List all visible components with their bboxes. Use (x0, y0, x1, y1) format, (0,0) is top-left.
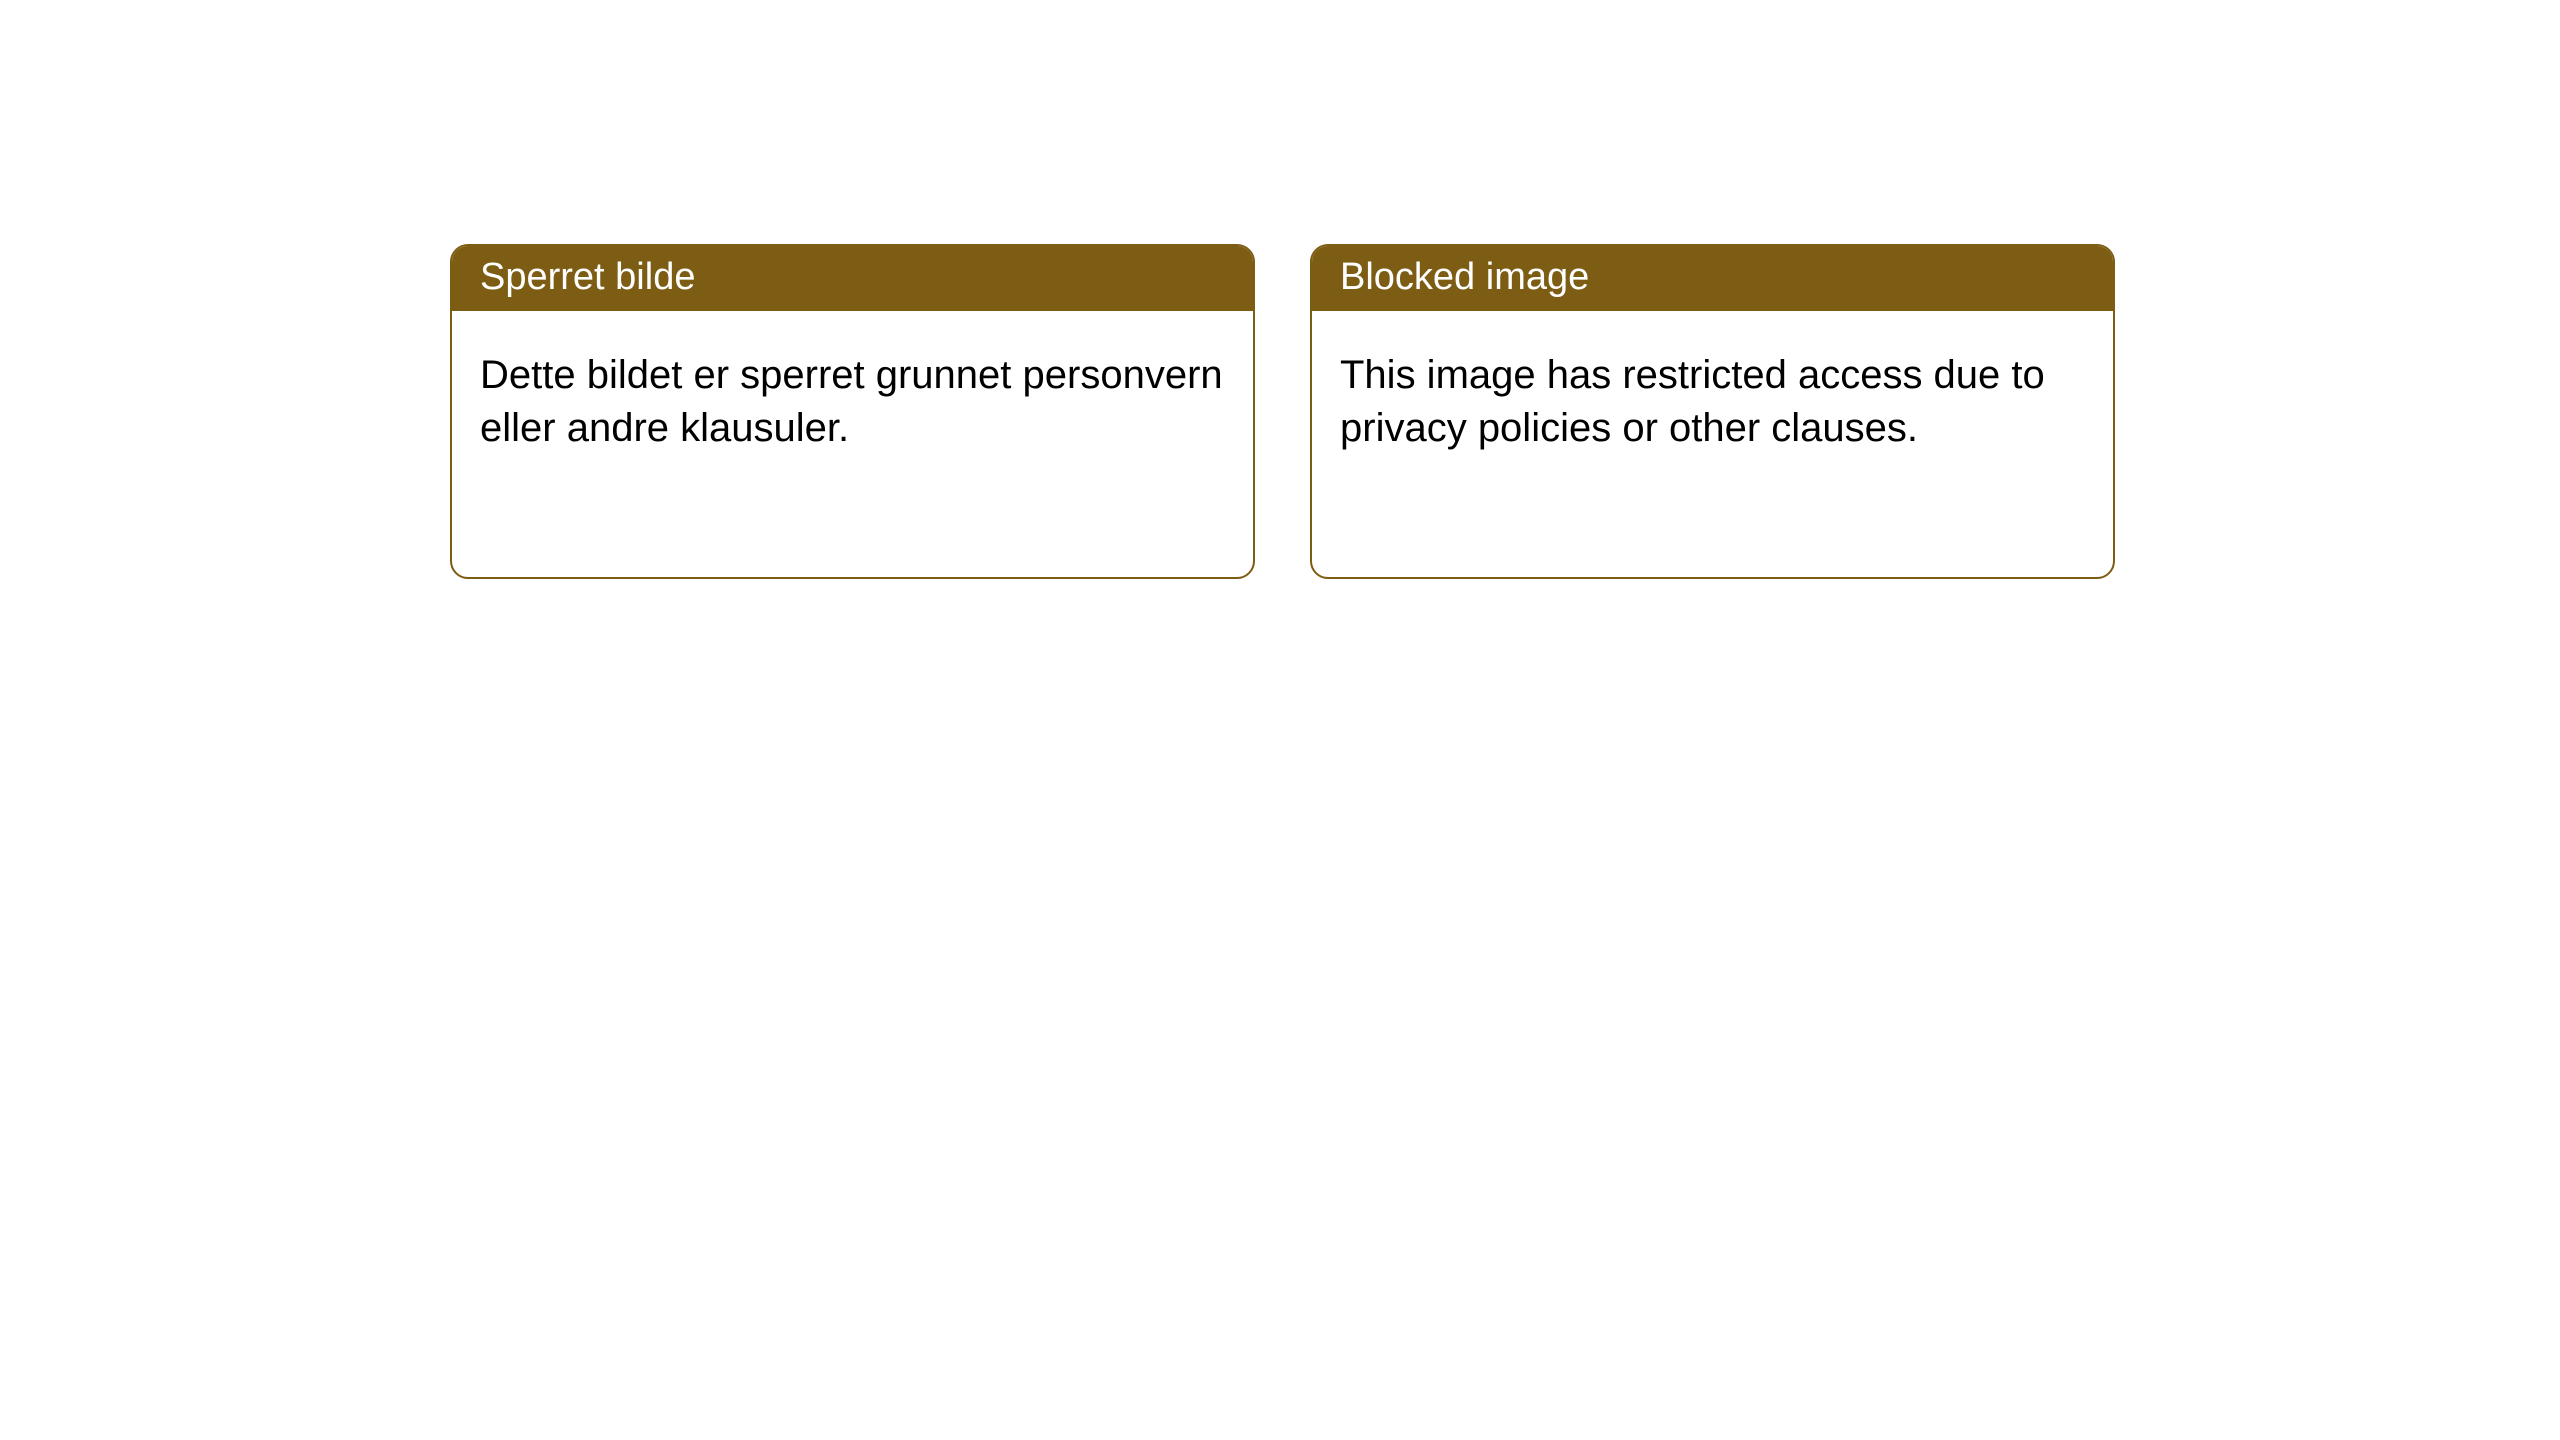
notice-card-title: Blocked image (1312, 246, 2113, 311)
notice-card-norwegian: Sperret bilde Dette bildet er sperret gr… (450, 244, 1255, 579)
notice-card-title: Sperret bilde (452, 246, 1253, 311)
blocked-image-notices: Sperret bilde Dette bildet er sperret gr… (450, 244, 2115, 579)
notice-card-body: This image has restricted access due to … (1312, 311, 2113, 493)
notice-card-english: Blocked image This image has restricted … (1310, 244, 2115, 579)
notice-card-body: Dette bildet er sperret grunnet personve… (452, 311, 1253, 493)
